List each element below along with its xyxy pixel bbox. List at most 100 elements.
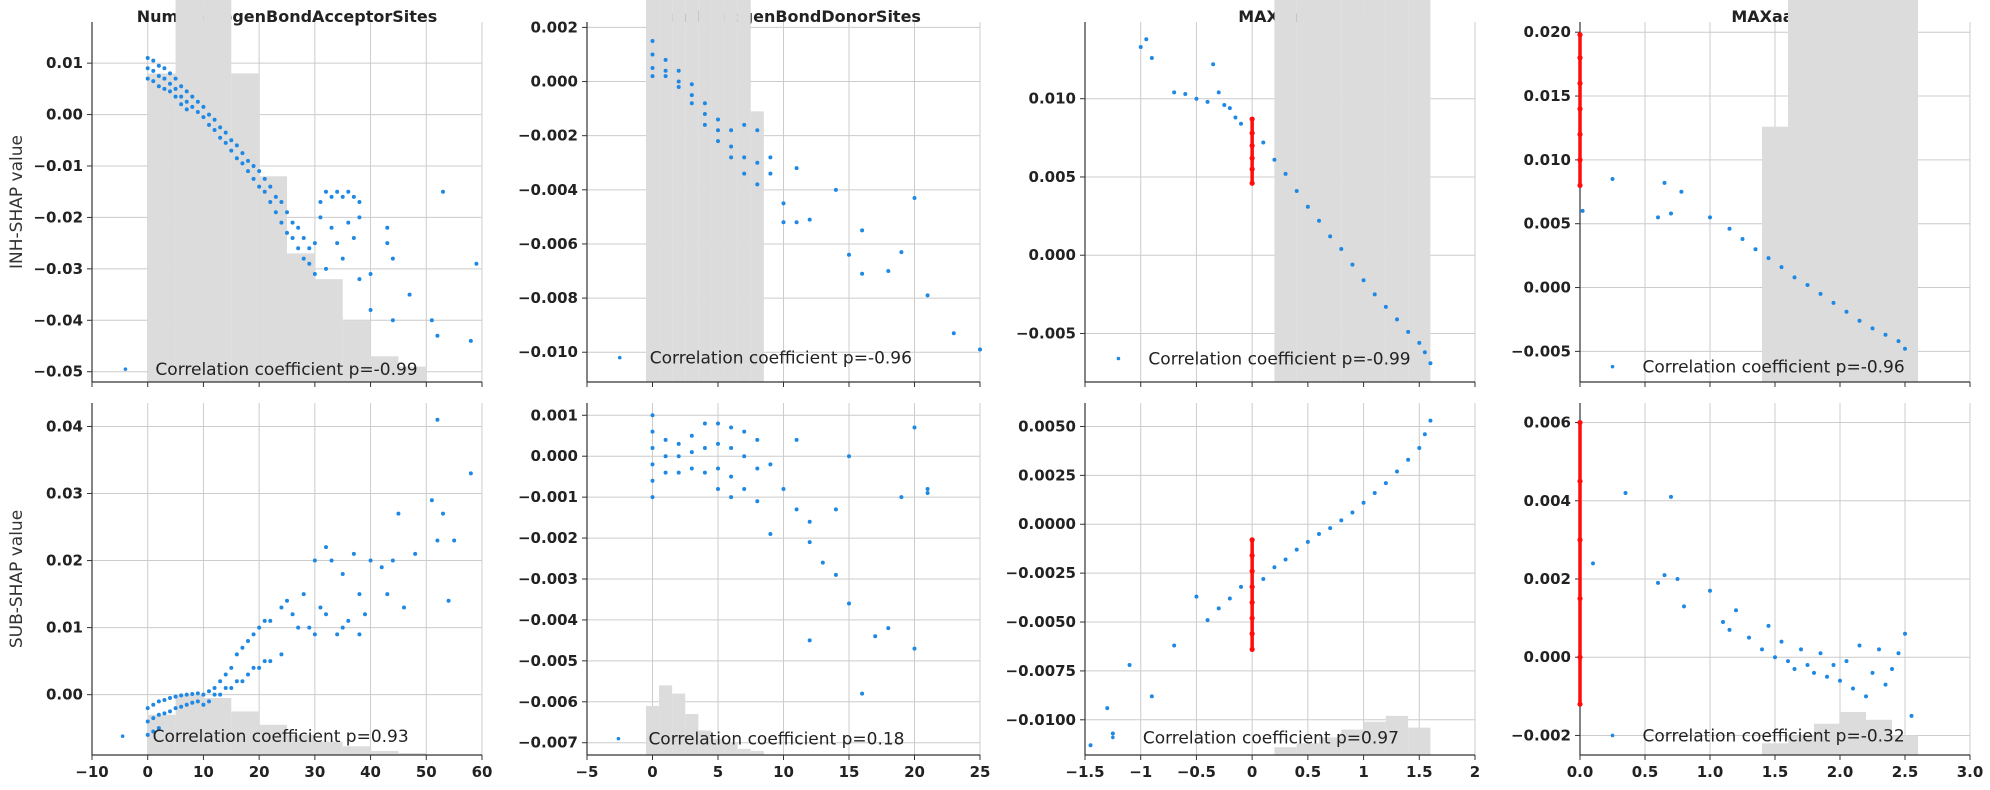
p5-xtick-label-4: 15 — [839, 763, 860, 781]
p6-s0-point-24 — [1406, 457, 1411, 462]
p7-hist-bar-4 — [1866, 719, 1892, 755]
p7-hist-bar-5 — [1892, 735, 1918, 755]
p4-ytick-label-4: 0.04 — [46, 417, 83, 435]
p1-hist-bar-0 — [645, 0, 660, 382]
p1-s0-point-3 — [650, 74, 655, 79]
p4-s0-point-24 — [201, 702, 206, 707]
p2-hist-bar-0 — [1274, 0, 1297, 382]
p2-ytick-label-1: 0.000 — [1029, 246, 1076, 264]
p4-s0-point-59 — [324, 545, 328, 550]
p3-s0-point-8 — [1740, 237, 1745, 242]
p7-s0-point-21 — [1818, 651, 1823, 656]
p2-ytick-label-2: 0.005 — [1029, 168, 1076, 186]
p0-s0-point-37 — [223, 140, 228, 145]
p7-s0-point-23 — [1831, 663, 1836, 668]
p0-s0-point-45 — [246, 169, 250, 174]
p4-s0-point-62 — [335, 632, 340, 637]
p3-ytick-label-2: 0.005 — [1524, 215, 1571, 233]
p7-s0-point-11 — [1747, 635, 1751, 640]
p4-s0-point-7 — [156, 712, 161, 717]
p2-s0-point-14 — [1272, 157, 1277, 162]
p0-s0-point-29 — [201, 115, 206, 120]
p7-s0-point-16 — [1786, 659, 1790, 664]
p4-s0-point-6 — [156, 699, 161, 704]
p5-s0-point-7 — [663, 454, 668, 459]
p4-s0-point-23 — [201, 692, 206, 697]
p4-s0-point-83 — [468, 471, 473, 476]
p5-ytick-label-2: −0.005 — [518, 652, 578, 670]
p4-s0-point-35 — [234, 652, 239, 657]
p4-xtick-label-2: 10 — [193, 763, 214, 781]
p4-xtick-label-3: 20 — [249, 763, 270, 781]
p3-ytick-label-1: 0.000 — [1524, 279, 1571, 297]
p0-s0-point-26 — [195, 99, 200, 104]
p7-s0-point-1 — [1623, 490, 1628, 495]
p7-hist-bar-1 — [1788, 735, 1814, 755]
panel-0-3: −0.005 0.000 0.005 0.010 0.015 0.020 Correlati… — [1511, 0, 1971, 387]
p1-s0-point-43 — [951, 331, 956, 336]
p4-s0-point-20 — [190, 700, 195, 705]
p0-s0-point-91 — [390, 256, 395, 261]
p3-ytick-label-5: 0.020 — [1524, 23, 1571, 41]
panel-1-2: −0.0100 −0.0075 −0.0050 −0.0025 0.0000 0.0025… — [1006, 403, 1480, 781]
p6-hist-bar-4 — [1363, 721, 1386, 755]
p4-s0-point-80 — [441, 511, 445, 516]
p5-s0-point-6 — [663, 437, 668, 442]
p6-s0-point-11 — [1261, 577, 1266, 581]
p6-s0-point-10 — [1239, 584, 1243, 589]
p5-ytick-label-5: −0.002 — [518, 529, 578, 547]
p4-hist-bar-7 — [342, 746, 371, 755]
p5-s0-point-35 — [794, 437, 799, 442]
p2-s0-point-10 — [1227, 106, 1232, 111]
p3-s0-point-5 — [1679, 189, 1684, 194]
p6-s0-point-15 — [1305, 539, 1310, 544]
p5-ytick-label-4: −0.003 — [518, 570, 578, 588]
p7-ytick-label-4: 0.006 — [1524, 414, 1571, 432]
p2-s0-point-15 — [1283, 171, 1288, 176]
p4-s0-point-4 — [151, 716, 156, 721]
p0-s0-point-60 — [290, 220, 295, 225]
p5-hist-bar-8 — [750, 750, 764, 755]
p0-s0-point-22 — [184, 99, 189, 104]
p4-s0-point-51 — [285, 598, 289, 603]
p5-s0-point-29 — [755, 437, 760, 442]
p0-s0-point-76 — [335, 189, 340, 194]
p0-s0-point-62 — [296, 225, 301, 230]
p4-s0-point-52 — [290, 612, 295, 617]
p1-s0-point-19 — [729, 128, 734, 133]
p0-s0-point-13 — [168, 81, 172, 86]
p4-s0-point-43 — [257, 625, 262, 630]
panel-0-0: −0.05 −0.04 −0.03 −0.02 −0.01 0.00 0.01 Correla… — [33, 0, 483, 387]
p6-ytick-label-5: 0.0025 — [1018, 466, 1076, 484]
p1-hist-bar-6 — [724, 0, 738, 382]
p4-s0-point-61 — [329, 558, 334, 563]
p7-s0-point-27 — [1857, 643, 1862, 648]
p0-s0-point-28 — [201, 104, 206, 109]
p0-s0-point-47 — [251, 176, 256, 181]
p1-s0-point-21 — [729, 155, 734, 160]
p0-s0-point-63 — [296, 246, 301, 251]
p4-ytick-label-3: 0.03 — [46, 485, 83, 503]
p1-s0-point-29 — [768, 171, 773, 176]
p4-hist-bar-1 — [175, 694, 204, 755]
p7-s0-point-29 — [1870, 670, 1875, 675]
p7-s0-point-32 — [1890, 666, 1894, 671]
p1-s0-point-17 — [716, 128, 720, 133]
p5-s0-point-50 — [912, 646, 917, 651]
p5-s0-point-10 — [676, 454, 681, 459]
p0-s0-point-85 — [357, 215, 362, 220]
p0-s0-point-21 — [184, 89, 189, 94]
p4-s0-point-68 — [357, 632, 362, 637]
p5-s0-point-33 — [768, 531, 773, 536]
p4-s0-point-70 — [368, 558, 373, 563]
p0-s0-point-65 — [301, 256, 306, 261]
p1-ytick-label-1: −0.008 — [518, 289, 578, 307]
p3-s0-point-20 — [1896, 339, 1901, 344]
p1-s0-point-7 — [676, 68, 681, 73]
p1-s0-point-40 — [899, 250, 904, 255]
p4-s0-point-36 — [234, 679, 239, 684]
p6-s0-point-6 — [1194, 594, 1199, 599]
p4-s0-point-16 — [179, 704, 184, 709]
p1-s0-point-15 — [702, 122, 707, 127]
p0-s0-point-88 — [368, 308, 373, 312]
